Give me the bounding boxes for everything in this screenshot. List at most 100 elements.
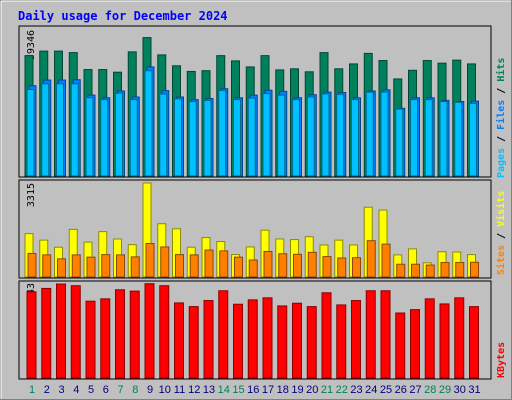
x-tick-label-day-27: 27 [409,384,421,396]
kbytes-bar-day-15 [233,303,243,379]
pages-bar-day-10 [159,93,168,177]
kbytes-bar-day-17 [262,297,273,379]
sites-bar-day-21 [322,256,332,278]
kbytes-bar-day-28 [424,298,435,379]
pages-bar-day-15 [233,99,241,177]
pages-bar-day-17 [262,93,271,177]
legend-pages: Pages [496,148,507,178]
pages-bar-day-5 [85,97,94,177]
sites-bar-day-13 [204,249,214,278]
pages-bar-day-23 [351,99,359,177]
x-axis-labels: 1 2 3 4 5 6 7 8 9 10 11 12 13 14 15 16 17 18 19 20 21 22 23 24 2… [29,384,481,396]
sites-bar-day-8 [130,256,140,278]
pages-bar-day-4 [70,83,79,177]
kbytes-bar-day-24 [365,290,376,379]
sites-bar-day-30 [455,262,465,278]
kbytes-bar-day-3 [56,283,66,379]
pages-bar-day-3 [56,83,64,177]
pages-bar-day-11 [174,98,182,177]
sites-bar-day-3 [57,258,66,278]
kbytes-bar-day-7 [115,289,125,379]
kbytes-bar-day-10 [159,285,170,379]
sites-bar-day-2 [42,254,52,278]
pages-bar-day-22 [336,93,345,177]
pages-bar-day-14 [218,90,227,177]
sites-bar-day-4 [71,254,81,278]
legend-kbytes: KBytes [496,342,507,378]
kbytes-bar-day-5 [85,300,96,379]
sites-bar-day-15 [234,256,243,278]
sites-bar-day-5 [86,256,96,278]
x-tick-label-day-23: 23 [350,384,362,396]
kbytes-bar-day-16 [247,299,258,379]
x-tick-label-day-3: 3 [58,384,64,396]
sites-bar-day-10 [160,246,170,278]
kbytes-bar-day-19 [292,302,302,379]
x-tick-label-day-8: 8 [132,384,138,396]
x-tick-label-day-18: 18 [277,384,289,396]
kbytes-bar-day-22 [336,304,347,379]
sites-bar-day-20 [307,251,317,278]
kbytes-bar-day-21 [321,292,332,379]
x-tick-label-day-11: 11 [174,384,185,396]
pages-bar-day-16 [247,97,256,177]
pages-bar-day-7 [115,92,123,177]
pages-bar-day-29 [439,101,448,177]
x-tick-label-day-31: 31 [468,384,480,396]
kbytes-bar-day-31 [469,306,479,379]
x-tick-label-day-17: 17 [262,384,274,396]
kbytes-bar-day-13 [203,300,214,379]
pages-bar-day-8 [129,99,138,177]
pages-bar-day-9 [144,70,153,177]
sites-bar-day-26 [396,263,406,278]
sites-bar-day-23 [352,257,361,278]
panel-visits-sites [18,179,492,279]
pages-bar-day-26 [395,108,404,177]
sites-bar-day-19 [293,253,302,278]
kbytes-bar-day-2 [41,287,52,379]
x-tick-label-day-28: 28 [424,384,436,396]
legend-hits: Hits [495,58,507,82]
pages-bar-day-6 [100,99,109,177]
kbytes-bar-day-4 [70,285,81,379]
x-tick-label-day-25: 25 [380,384,392,396]
sites-bar-day-14 [219,250,229,278]
pages-bar-day-30 [454,101,463,177]
x-tick-label-day-29: 29 [439,384,451,396]
pages-bar-day-2 [41,83,50,177]
sites-bar-day-24 [366,240,376,278]
x-tick-label-day-30: 30 [454,384,466,396]
sites-bar-day-1 [27,252,37,278]
sites-bar-day-9 [145,243,155,278]
x-tick-label-day-15: 15 [232,384,244,396]
legend-sites: Sites [495,245,507,275]
x-tick-label-day-6: 6 [103,384,109,396]
sites-bar-day-16 [248,259,258,278]
pages-bar-day-1 [26,88,35,177]
kbytes-bar-day-25 [380,290,391,379]
x-tick-label-day-19: 19 [291,384,303,396]
kbytes-bar-day-11 [174,302,184,379]
x-tick-label-day-22: 22 [336,384,348,396]
kbytes-bar-day-29 [439,303,450,379]
sites-bar-day-29 [440,262,450,278]
pages-bar-day-13 [203,99,212,177]
kbytes-bar-day-12 [188,306,199,379]
sites-bar-day-31 [470,261,479,278]
sites-bar-day-11 [175,254,184,278]
x-tick-label-day-21: 21 [321,384,333,396]
legend-hits-files-pages: Pages / Files / Hits [495,58,507,178]
kbytes-bar-day-9 [144,283,155,379]
hits-max-label: 39346 [26,30,37,60]
pages-bar-day-12 [188,101,197,177]
pages-bar-day-19 [292,99,300,177]
sites-bar-day-7 [116,254,125,278]
pages-bar-day-27 [410,99,418,177]
x-tick-label-day-13: 13 [203,384,215,396]
kbytes-bar-day-8 [129,290,140,379]
kbytes-bar-day-26 [395,312,406,379]
x-tick-label-day-26: 26 [395,384,407,396]
kbytes-bar-day-23 [351,300,361,379]
kbytes-bar-day-30 [454,297,465,379]
kbytes-bar-day-14 [218,290,229,379]
